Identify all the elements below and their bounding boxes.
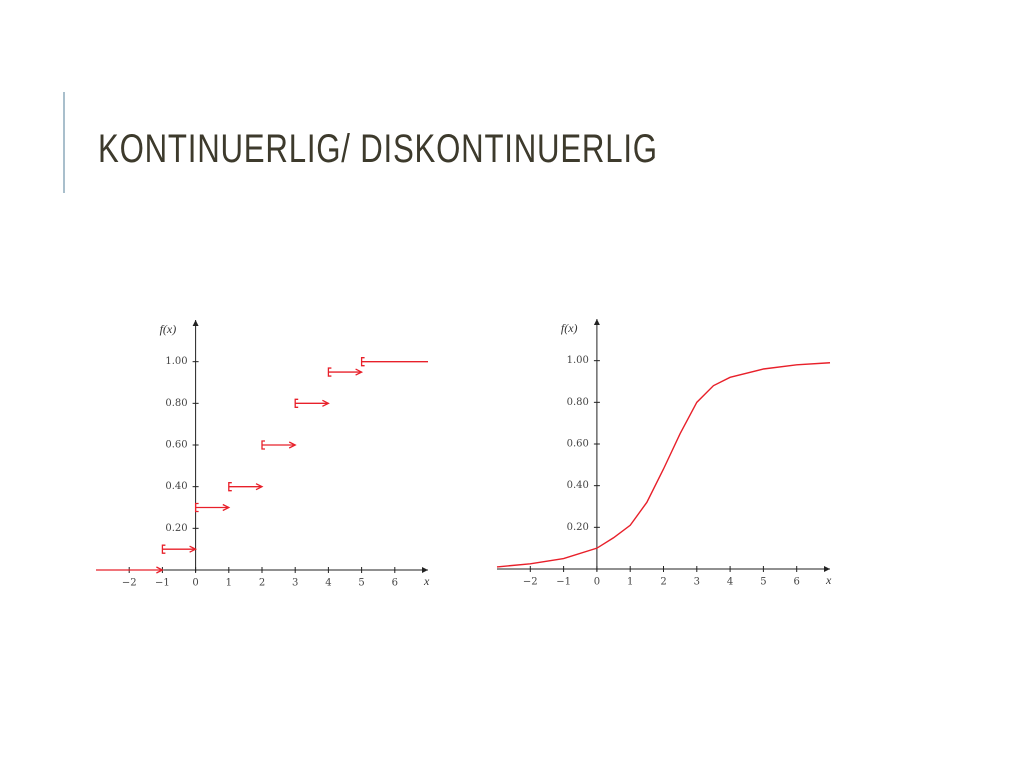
x-tick-label: 0 (192, 578, 198, 589)
y-axis-label: f(x) (561, 321, 578, 335)
closed-end (360, 357, 365, 367)
open-end (156, 566, 164, 574)
x-tick-label: 1 (627, 577, 633, 588)
y-tick-label: 0.20 (165, 523, 187, 534)
y-tick-label: 0.80 (567, 397, 589, 408)
open-end (288, 441, 297, 449)
x-tick-label: −2 (523, 577, 538, 588)
closed-end (261, 440, 265, 450)
y-tick-label: 1.00 (567, 355, 589, 366)
x-tick-label: 6 (392, 578, 398, 589)
y-axis-arrow (593, 319, 600, 325)
closed-end (327, 367, 332, 377)
x-tick-label: 1 (226, 578, 232, 589)
y-axis-arrow (192, 320, 199, 326)
x-tick-label: 3 (292, 578, 298, 589)
open-end (222, 503, 231, 512)
closed-end (161, 544, 166, 554)
x-tick-label: 6 (794, 577, 800, 588)
open-end (189, 545, 198, 553)
x-tick-label: 4 (727, 577, 733, 588)
x-tick-label: 2 (660, 577, 666, 588)
open-end (355, 368, 364, 376)
x-tick-label: 5 (760, 577, 766, 588)
x-axis-arrow (824, 566, 830, 572)
slide-title: KONTINUERLIG/ DISKONTINUERLIG (98, 126, 658, 171)
y-tick-label: 0.60 (567, 439, 589, 450)
x-tick-label: −1 (556, 577, 571, 588)
open-end (255, 483, 264, 491)
closed-end (228, 482, 232, 492)
y-tick-label: 0.40 (567, 480, 589, 491)
x-tick-label: −2 (122, 578, 137, 589)
accent-bar (63, 92, 65, 193)
y-tick-label: 1.00 (165, 356, 187, 367)
x-tick-label: 4 (325, 578, 331, 589)
x-tick-label: −1 (155, 578, 170, 589)
y-axis-label: f(x) (160, 322, 177, 336)
curve (496, 362, 831, 568)
open-end (322, 399, 330, 407)
x-tick-label: 5 (358, 578, 364, 589)
x-tick-label: 3 (694, 577, 700, 588)
x-axis-label: x (423, 574, 430, 588)
x-axis-label: x (825, 573, 832, 587)
y-tick-label: 0.60 (165, 440, 187, 451)
closed-end (294, 398, 299, 408)
x-tick-label: 0 (594, 577, 600, 588)
closed-end (194, 502, 199, 513)
y-tick-label: 0.40 (165, 481, 187, 492)
x-tick-label: 2 (259, 578, 265, 589)
x-axis-arrow (422, 567, 428, 573)
y-tick-label: 0.20 (567, 522, 589, 533)
y-tick-label: 0.80 (165, 398, 187, 409)
